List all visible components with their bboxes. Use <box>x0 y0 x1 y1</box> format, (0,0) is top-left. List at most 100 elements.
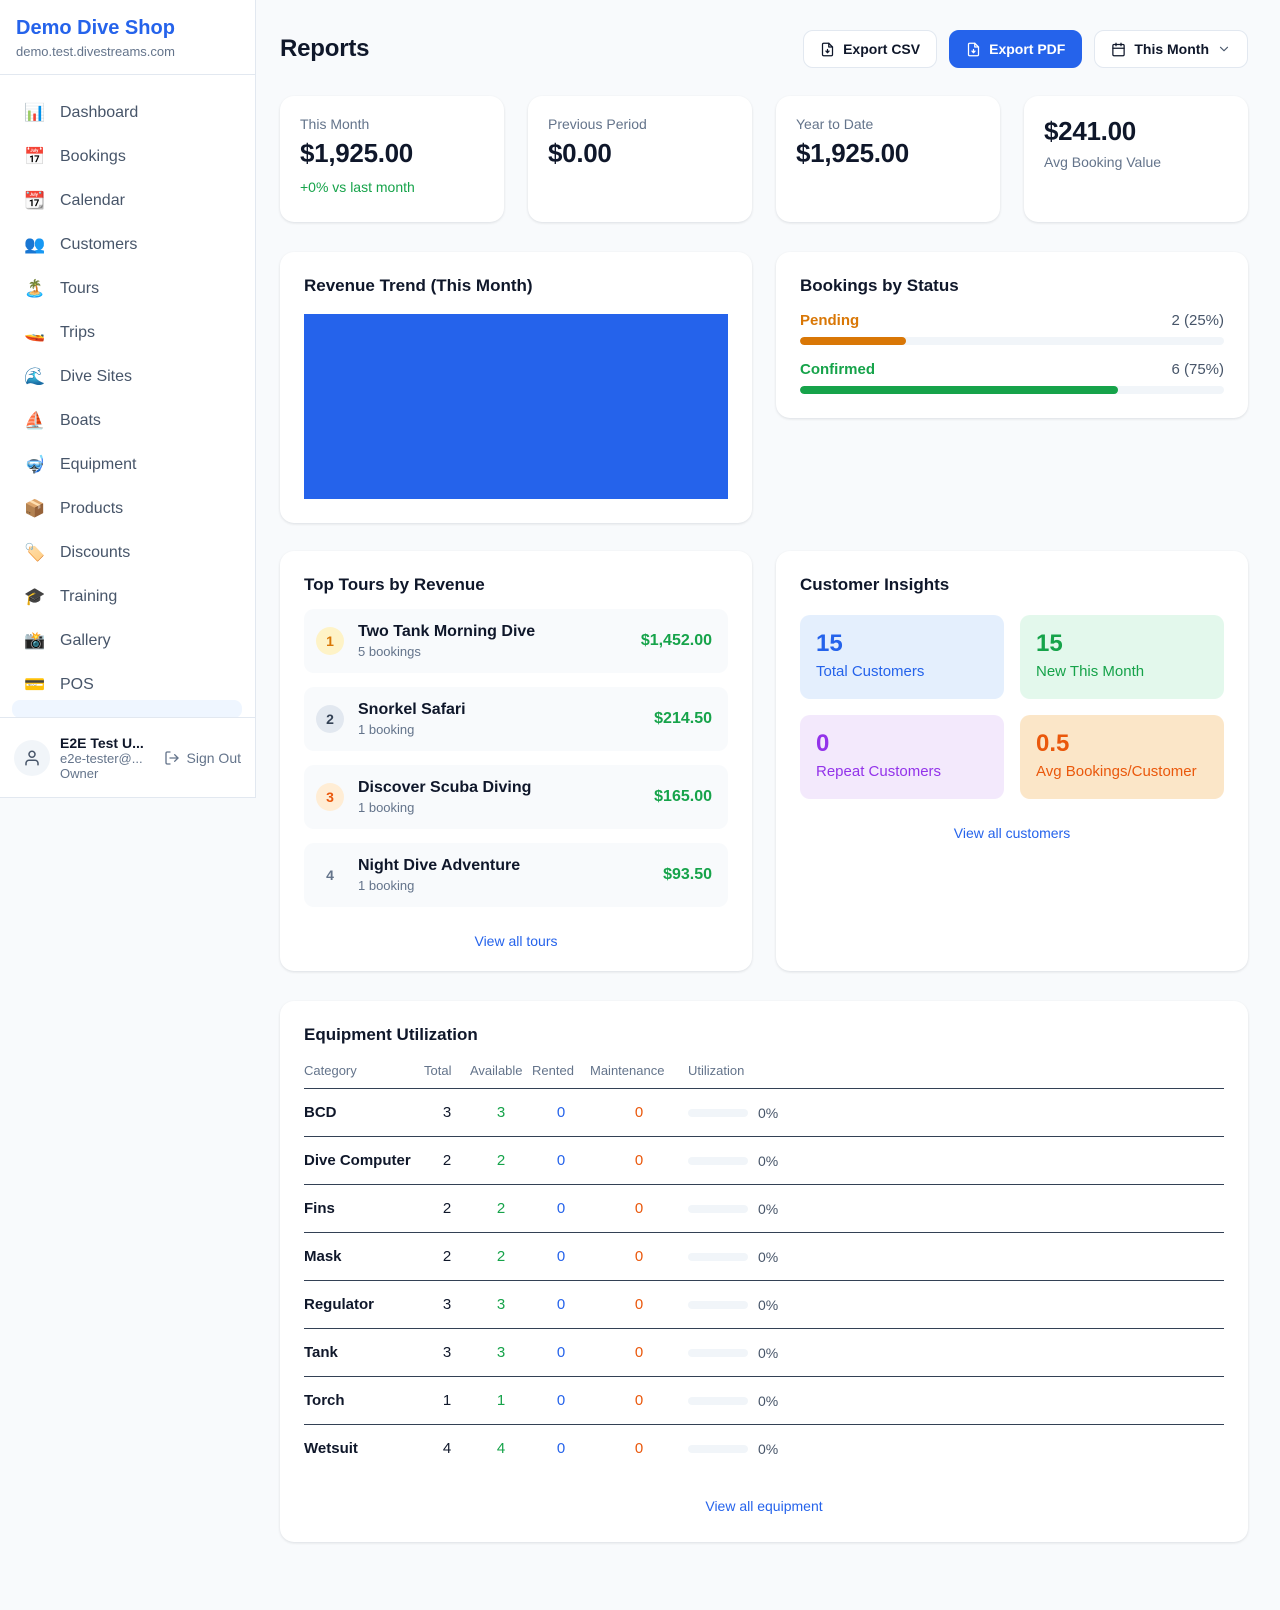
utilization-bar <box>688 1300 748 1309</box>
sidebar-item-customers[interactable]: 👥 Customers <box>12 227 243 263</box>
table-row-regulator: Regulator 3 3 0 0 0% <box>304 1280 1224 1329</box>
tile-total-customers: 15 Total Customers <box>800 615 1004 699</box>
rank-badge: 1 <box>316 627 344 655</box>
island-icon: 🏝️ <box>24 279 46 298</box>
column-header-available: Available <box>470 1063 532 1089</box>
brand: Demo Dive Shop demo.test.divestreams.com <box>0 0 255 75</box>
cell-category: Wetsuit <box>304 1440 358 1457</box>
sidebar-item-label: POS <box>60 676 94 693</box>
cell-rented: 0 <box>532 1088 590 1137</box>
sidebar-item-products[interactable]: 📦 Products <box>12 491 243 527</box>
sailboat-icon: ⛵ <box>24 411 46 430</box>
cell-category: Dive Computer <box>304 1136 424 1185</box>
cell-available: 3 <box>470 1088 532 1137</box>
cell-available: 3 <box>470 1328 532 1377</box>
cell-maintenance: 0 <box>590 1232 688 1281</box>
tour-name: Two Tank Morning Dive <box>358 623 536 640</box>
sidebar-item-gallery[interactable]: 📸 Gallery <box>12 623 243 659</box>
cell-category: Tank <box>304 1328 424 1377</box>
cell-category: Fins <box>304 1184 424 1233</box>
column-header-total: Total <box>424 1063 470 1089</box>
view-all-tours-link[interactable]: View all tours <box>474 933 558 949</box>
equipment-table-header: Category Total Available Rented Maintena… <box>304 1063 1224 1089</box>
table-row-wetsuit: Wetsuit 4 4 0 0 0% <box>304 1425 1224 1473</box>
export-pdf-button[interactable]: Export PDF <box>949 30 1083 68</box>
sidebar-item-trips[interactable]: 🚤 Trips <box>12 315 243 351</box>
utilization-percent: 0% <box>758 1392 779 1409</box>
page-title: Reports <box>280 35 370 62</box>
cell-available: 3 <box>470 1280 532 1329</box>
equipment-utilization-card: Equipment Utilization Category Total Ava… <box>280 1001 1248 1542</box>
brand-name: Demo Dive Shop <box>16 17 175 39</box>
sidebar-item-label: Customers <box>60 236 138 253</box>
cell-total: 3 <box>424 1088 470 1137</box>
sidebar-item-reports-active-partial[interactable] <box>12 700 242 718</box>
avatar <box>14 739 50 776</box>
user-name: E2E Test U... <box>60 734 144 751</box>
status-value: 2 (25%) <box>1171 312 1224 329</box>
cell-category: Mask <box>304 1232 424 1281</box>
sidebar-item-training[interactable]: 🎓 Training <box>12 579 243 615</box>
tile-label: Repeat Customers <box>816 763 942 780</box>
stat-card-avg-booking-value: $241.00 Avg Booking Value <box>1024 96 1248 222</box>
tour-name: Discover Scuba Diving <box>358 779 532 796</box>
view-all-equipment-link[interactable]: View all equipment <box>705 1498 823 1514</box>
sidebar: Demo Dive Shop demo.test.divestreams.com… <box>0 0 256 798</box>
tour-revenue: $93.50 <box>663 866 712 883</box>
customers-icon: 👥 <box>24 235 46 254</box>
sidebar-item-calendar[interactable]: 📆 Calendar <box>12 183 243 219</box>
tile-label: New This Month <box>1036 663 1145 680</box>
sidebar-item-dashboard[interactable]: 📊 Dashboard <box>12 95 243 131</box>
sidebar-nav: 📊 Dashboard 📅 Bookings 📆 Calendar 👥 Cust… <box>0 75 255 703</box>
cell-rented: 0 <box>532 1232 590 1281</box>
utilization-percent: 0% <box>758 1344 779 1361</box>
sidebar-item-label: Trips <box>60 324 95 341</box>
sidebar-item-label: Tours <box>60 280 100 297</box>
stat-value: $0.00 <box>548 138 612 168</box>
table-row-mask: Mask 2 2 0 0 0% <box>304 1232 1224 1281</box>
status-bar-track <box>800 386 1224 394</box>
utilization-bar <box>688 1204 748 1213</box>
table-row-dive-computer: Dive Computer 2 2 0 0 0% <box>304 1136 1224 1185</box>
column-header-utilization: Utilization <box>688 1063 1224 1089</box>
cell-maintenance: 0 <box>590 1328 688 1377</box>
view-all-customers-link[interactable]: View all customers <box>953 825 1071 841</box>
rank-badge: 3 <box>316 783 344 811</box>
table-row-torch: Torch 1 1 0 0 0% <box>304 1376 1224 1425</box>
equipment-utilization-title: Equipment Utilization <box>304 1025 478 1044</box>
top-tours-card: Top Tours by Revenue 1 Two Tank Morning … <box>280 551 752 971</box>
stat-label: Avg Booking Value <box>1044 154 1162 170</box>
sidebar-item-equipment[interactable]: 🤿 Equipment <box>12 447 243 483</box>
status-bar-track <box>800 337 1224 345</box>
sign-out-button[interactable]: Sign Out <box>164 750 241 766</box>
export-csv-button[interactable]: Export CSV <box>803 30 938 68</box>
tour-bookings: 5 bookings <box>358 644 421 659</box>
sidebar-item-tours[interactable]: 🏝️ Tours <box>12 271 243 307</box>
sidebar-item-boats[interactable]: ⛵ Boats <box>12 403 243 439</box>
graduation-cap-icon: 🎓 <box>24 587 46 606</box>
user-role: Owner <box>60 765 99 781</box>
sidebar-item-label: Boats <box>60 412 101 429</box>
status-row-confirmed: Confirmed 6 (75%) <box>800 361 1224 394</box>
cell-available: 1 <box>470 1376 532 1425</box>
sidebar-item-discounts[interactable]: 🏷️ Discounts <box>12 535 243 571</box>
top-tours-title: Top Tours by Revenue <box>304 575 485 594</box>
tag-icon: 🏷️ <box>24 543 46 562</box>
sidebar-item-bookings[interactable]: 📅 Bookings <box>12 139 243 175</box>
stat-card-this-month: This Month $1,925.00 +0% vs last month <box>280 96 504 222</box>
credit-card-icon: 💳 <box>24 675 46 694</box>
revenue-trend-chart <box>304 314 728 499</box>
period-dropdown[interactable]: This Month <box>1094 30 1248 68</box>
stat-label: Previous Period <box>548 116 647 132</box>
sidebar-item-dive-sites[interactable]: 🌊 Dive Sites <box>12 359 243 395</box>
tour-row-4: 4 Night Dive Adventure 1 booking $93.50 <box>304 843 728 907</box>
rank-badge: 2 <box>316 705 344 733</box>
rank-badge: 4 <box>326 867 334 883</box>
sidebar-user-footer: E2E Test U... e2e-tester@... Owner Sign … <box>0 717 255 797</box>
bookings-calendar-icon: 📅 <box>24 147 46 166</box>
sidebar-item-pos[interactable]: 💳 POS <box>12 667 243 703</box>
cell-category: BCD <box>304 1088 424 1137</box>
stat-card-previous-period: Previous Period $0.00 <box>528 96 752 222</box>
status-bar-fill <box>800 386 1118 394</box>
status-label: Confirmed <box>800 361 875 378</box>
